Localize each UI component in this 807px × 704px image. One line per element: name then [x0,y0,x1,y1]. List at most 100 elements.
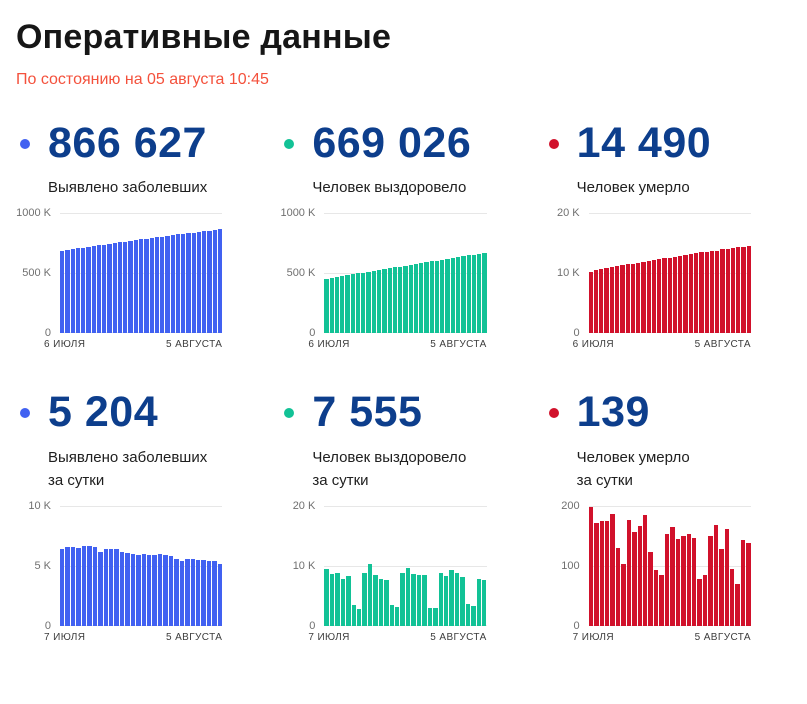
bar[interactable] [699,252,704,334]
bar[interactable] [693,253,699,334]
bar[interactable] [408,264,413,334]
bar[interactable] [212,229,217,334]
bar[interactable] [400,572,405,627]
bar[interactable] [75,248,81,334]
bar[interactable] [103,549,108,627]
bar[interactable] [630,263,636,334]
bar[interactable] [206,561,212,627]
bar[interactable] [65,546,70,627]
bar[interactable] [433,608,438,627]
bar[interactable] [356,609,362,627]
bar[interactable] [681,536,686,627]
bar[interactable] [466,255,471,334]
bar[interactable] [362,572,367,627]
bar[interactable] [384,579,389,627]
bar[interactable] [373,575,378,627]
bar[interactable] [398,266,403,334]
bar[interactable] [424,261,429,334]
bar[interactable] [392,267,398,334]
bar[interactable] [471,254,477,334]
bar[interactable] [422,575,427,627]
bar[interactable] [340,579,346,627]
bar[interactable] [346,575,351,627]
bar[interactable] [138,239,144,334]
bar[interactable] [445,258,450,334]
bar[interactable] [720,249,725,334]
bar[interactable] [735,584,740,627]
bar[interactable] [98,551,103,627]
bar[interactable] [202,231,207,334]
bar[interactable] [165,235,170,334]
bar[interactable] [366,271,371,334]
bar[interactable] [324,278,329,334]
bar[interactable] [329,277,334,334]
bar[interactable] [465,603,471,627]
bar[interactable] [599,521,604,627]
bar[interactable] [76,548,81,627]
bar[interactable] [670,527,675,627]
bar[interactable] [477,253,482,334]
bar[interactable] [185,558,190,627]
bar[interactable] [461,255,466,334]
bar[interactable] [102,244,107,334]
bar[interactable] [154,237,160,334]
bar[interactable] [637,525,643,627]
bar[interactable] [460,576,465,627]
bar[interactable] [482,253,487,334]
bar[interactable] [119,551,125,627]
bar[interactable] [664,534,670,627]
bar[interactable] [454,573,460,627]
bar[interactable] [324,569,329,627]
bar[interactable] [60,250,65,334]
bar[interactable] [130,554,136,627]
bar[interactable] [395,606,400,627]
bar[interactable] [70,546,76,627]
bar[interactable] [632,532,637,627]
bar[interactable] [168,556,174,627]
bar[interactable] [144,238,149,334]
bar[interactable] [355,273,361,334]
bar[interactable] [626,520,632,627]
bar[interactable] [704,251,709,334]
bar[interactable] [702,575,708,627]
bar[interactable] [212,561,217,627]
bar[interactable] [708,536,713,627]
bar[interactable] [641,261,646,334]
bar[interactable] [160,236,165,334]
bar[interactable] [419,262,424,334]
bar[interactable] [125,552,130,627]
bar[interactable] [614,266,620,334]
bar[interactable] [403,265,408,334]
bar[interactable] [86,246,91,334]
bar[interactable] [443,576,449,627]
bar[interactable] [196,231,202,334]
bar[interactable] [646,260,651,334]
bar[interactable] [179,561,185,627]
bar[interactable] [643,515,648,627]
bar[interactable] [427,608,433,627]
bar[interactable] [351,605,356,627]
bar[interactable] [389,605,395,627]
bar[interactable] [186,233,191,334]
bar[interactable] [181,233,186,334]
bar[interactable] [190,558,195,627]
bar[interactable] [217,563,223,627]
bar[interactable] [133,240,138,334]
bar[interactable] [440,259,445,334]
bar[interactable] [620,265,625,334]
bar[interactable] [87,545,92,627]
bar[interactable] [376,269,382,334]
bar[interactable] [411,574,416,627]
bar[interactable] [217,229,223,334]
bar[interactable] [416,575,422,627]
bar[interactable] [114,549,119,627]
bar[interactable] [429,261,434,334]
bar[interactable] [207,230,212,334]
bar[interactable] [191,232,196,334]
bar[interactable] [648,552,653,627]
bar[interactable] [117,242,123,334]
bar[interactable] [434,260,440,334]
bar[interactable] [455,256,461,334]
bar[interactable] [163,555,168,627]
bar[interactable] [604,521,610,627]
